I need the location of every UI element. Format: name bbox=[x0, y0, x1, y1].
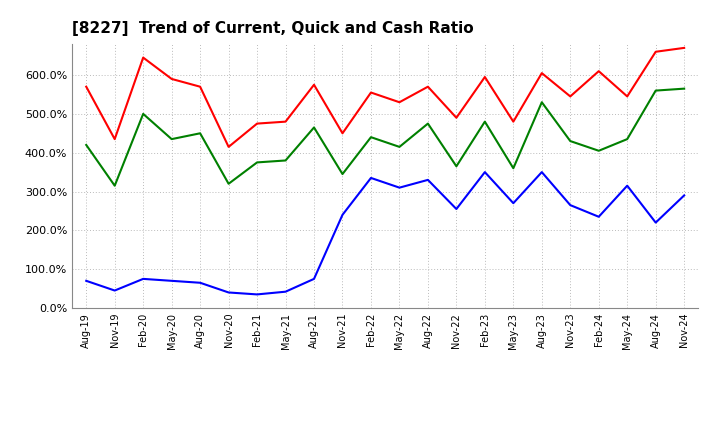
Current Ratio bbox=[338, 131, 347, 136]
Cash Ratio bbox=[282, 289, 290, 294]
Current Ratio bbox=[139, 55, 148, 60]
Quick Ratio bbox=[566, 139, 575, 144]
Current Ratio bbox=[310, 82, 318, 88]
Quick Ratio bbox=[452, 164, 461, 169]
Current Ratio bbox=[452, 115, 461, 121]
Quick Ratio bbox=[338, 172, 347, 177]
Cash Ratio bbox=[652, 220, 660, 225]
Cash Ratio bbox=[139, 276, 148, 282]
Current Ratio bbox=[566, 94, 575, 99]
Current Ratio bbox=[225, 144, 233, 150]
Quick Ratio bbox=[139, 111, 148, 117]
Cash Ratio bbox=[253, 292, 261, 297]
Quick Ratio bbox=[480, 119, 489, 124]
Quick Ratio bbox=[680, 86, 688, 91]
Current Ratio bbox=[423, 84, 432, 89]
Cash Ratio bbox=[680, 193, 688, 198]
Quick Ratio bbox=[595, 148, 603, 154]
Quick Ratio bbox=[82, 142, 91, 147]
Quick Ratio bbox=[423, 121, 432, 126]
Quick Ratio bbox=[623, 136, 631, 142]
Cash Ratio bbox=[623, 183, 631, 188]
Line: Current Ratio: Current Ratio bbox=[86, 48, 684, 147]
Current Ratio bbox=[366, 90, 375, 95]
Quick Ratio bbox=[652, 88, 660, 93]
Cash Ratio bbox=[452, 206, 461, 212]
Current Ratio bbox=[595, 69, 603, 74]
Current Ratio bbox=[110, 136, 119, 142]
Quick Ratio bbox=[282, 158, 290, 163]
Current Ratio bbox=[652, 49, 660, 55]
Cash Ratio bbox=[537, 169, 546, 175]
Cash Ratio bbox=[196, 280, 204, 286]
Cash Ratio bbox=[566, 202, 575, 208]
Text: [8227]  Trend of Current, Quick and Cash Ratio: [8227] Trend of Current, Quick and Cash … bbox=[72, 21, 474, 36]
Cash Ratio bbox=[366, 175, 375, 180]
Current Ratio bbox=[680, 45, 688, 51]
Cash Ratio bbox=[395, 185, 404, 190]
Current Ratio bbox=[395, 99, 404, 105]
Current Ratio bbox=[537, 70, 546, 76]
Quick Ratio bbox=[537, 99, 546, 105]
Current Ratio bbox=[253, 121, 261, 126]
Quick Ratio bbox=[167, 136, 176, 142]
Current Ratio bbox=[509, 119, 518, 124]
Line: Quick Ratio: Quick Ratio bbox=[86, 88, 684, 186]
Cash Ratio bbox=[338, 212, 347, 217]
Current Ratio bbox=[196, 84, 204, 89]
Quick Ratio bbox=[253, 160, 261, 165]
Quick Ratio bbox=[196, 131, 204, 136]
Cash Ratio bbox=[225, 290, 233, 295]
Quick Ratio bbox=[395, 144, 404, 150]
Cash Ratio bbox=[480, 169, 489, 175]
Cash Ratio bbox=[82, 278, 91, 283]
Quick Ratio bbox=[366, 135, 375, 140]
Current Ratio bbox=[282, 119, 290, 124]
Cash Ratio bbox=[595, 214, 603, 220]
Quick Ratio bbox=[310, 125, 318, 130]
Line: Cash Ratio: Cash Ratio bbox=[86, 172, 684, 294]
Quick Ratio bbox=[225, 181, 233, 187]
Current Ratio bbox=[167, 76, 176, 81]
Cash Ratio bbox=[423, 177, 432, 183]
Current Ratio bbox=[480, 74, 489, 80]
Current Ratio bbox=[82, 84, 91, 89]
Cash Ratio bbox=[310, 276, 318, 282]
Quick Ratio bbox=[509, 165, 518, 171]
Current Ratio bbox=[623, 94, 631, 99]
Cash Ratio bbox=[509, 201, 518, 206]
Cash Ratio bbox=[110, 288, 119, 293]
Quick Ratio bbox=[110, 183, 119, 188]
Cash Ratio bbox=[167, 278, 176, 283]
